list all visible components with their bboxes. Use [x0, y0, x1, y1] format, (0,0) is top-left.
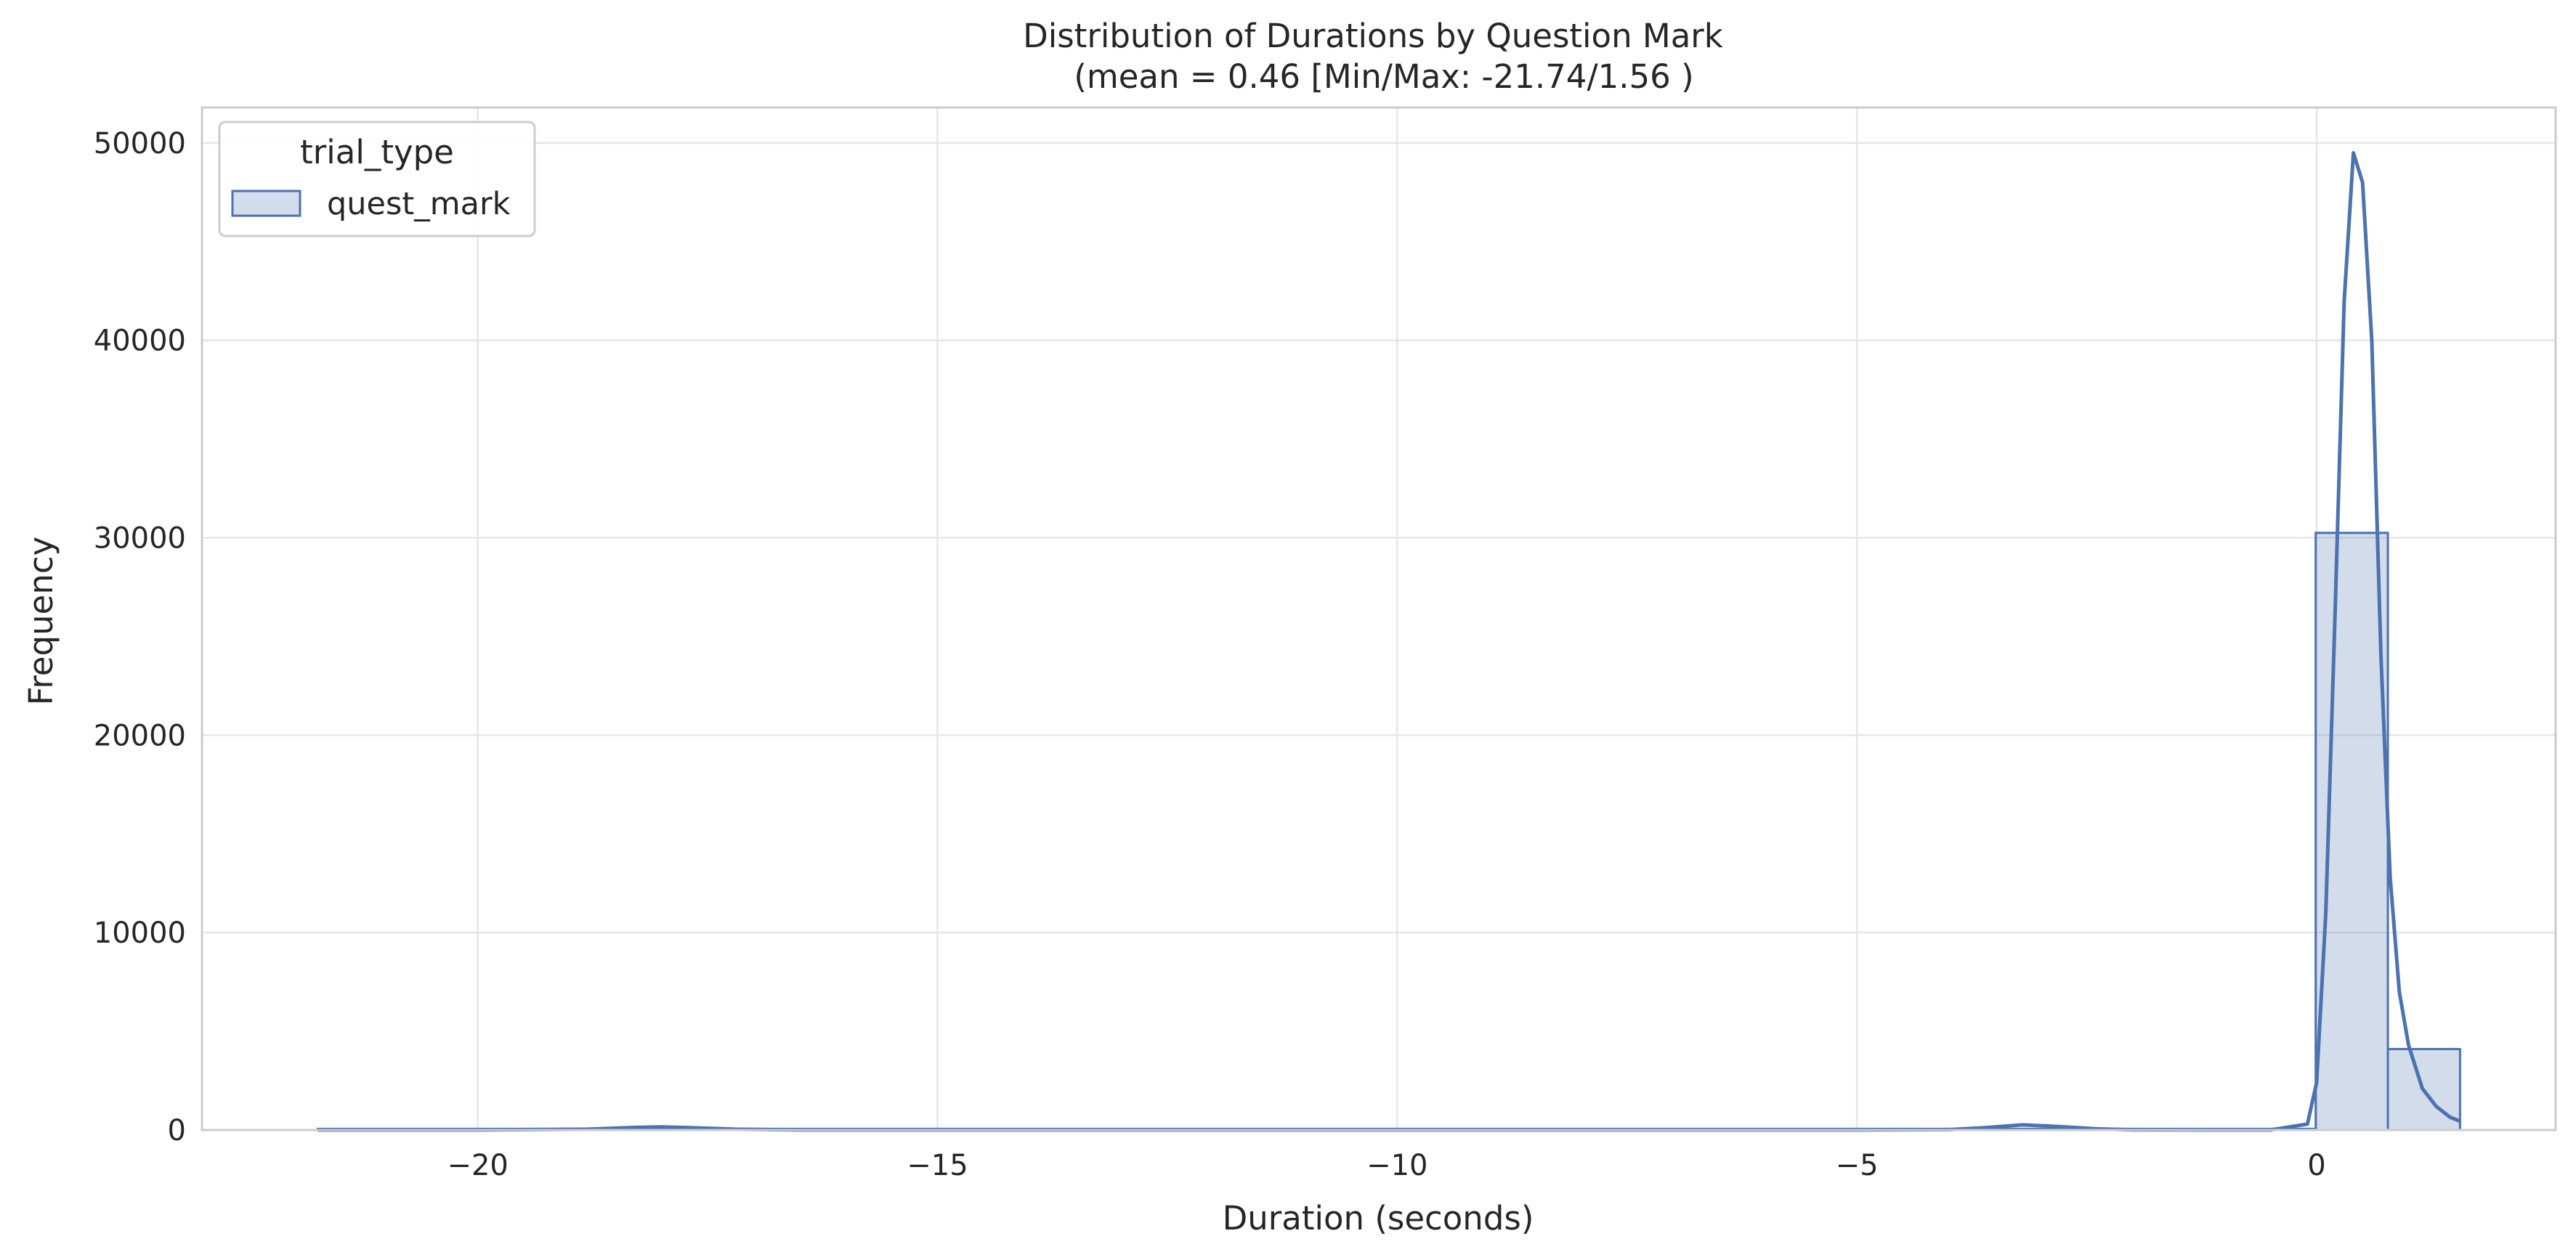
y-tick-label: 0	[168, 1114, 186, 1147]
x-axis-label: Duration (seconds)	[1223, 1199, 1534, 1237]
x-tick-label: −15	[907, 1149, 968, 1182]
y-axis-ticks: 0 10000 20000 30000 40000 50000	[94, 127, 186, 1147]
y-tick-label: 50000	[94, 127, 186, 160]
legend-swatch	[231, 190, 301, 217]
chart-title: Distribution of Durations by Question Ma…	[1023, 17, 1723, 55]
y-tick-label: 20000	[94, 719, 186, 752]
legend-entry-quest-mark: quest_mark	[327, 186, 511, 222]
x-tick-label: 0	[2307, 1149, 2325, 1182]
legend-box	[218, 121, 536, 237]
x-tick-label: −10	[1366, 1149, 1427, 1182]
legend-title: trial_type	[300, 133, 454, 171]
y-tick-label: 40000	[94, 325, 186, 358]
x-tick-label: −5	[1836, 1149, 1879, 1182]
y-tick-label: 30000	[94, 522, 186, 556]
grid-lines	[202, 107, 2556, 1131]
x-axis-ticks: −20 −15 −10 −5 0	[447, 1149, 2325, 1182]
plot-frame	[201, 106, 2557, 1131]
chart-subtitle: (mean = 0.46 [Min/Max: -21.74/1.56 )	[1074, 57, 1693, 96]
y-axis-label: Frequency	[22, 537, 60, 705]
x-tick-label: −20	[447, 1149, 508, 1182]
legend: trial_type quest_mark	[218, 121, 536, 237]
y-tick-label: 10000	[94, 916, 186, 950]
